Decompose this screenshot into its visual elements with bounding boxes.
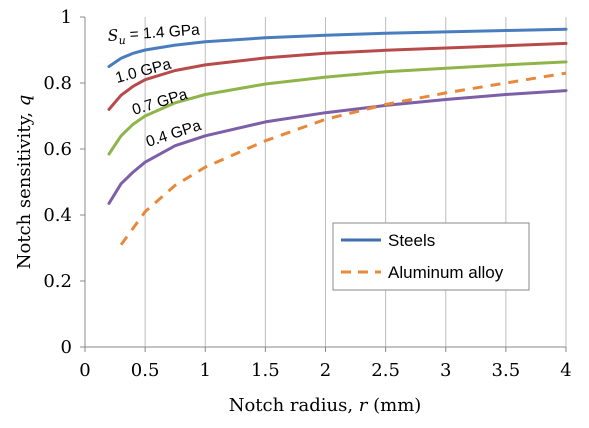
series-line-4 xyxy=(119,71,567,246)
x-tick-label: 1.5 xyxy=(251,360,280,381)
x-tick-label: 2.5 xyxy=(371,360,400,381)
y-tick-label: 0.4 xyxy=(43,205,72,226)
legend-label-steels: Steels xyxy=(388,231,435,250)
x-tick-label: 0 xyxy=(79,360,90,381)
x-tick-label: 3 xyxy=(440,360,451,381)
x-axis-title: Notch radius, r (mm) xyxy=(229,395,422,416)
y-tick-label: 0.6 xyxy=(43,139,72,160)
axes xyxy=(80,16,567,352)
curve-label-2: 0.7 GPa xyxy=(130,86,190,119)
series-line-1 xyxy=(107,41,568,111)
x-tick-label: 2 xyxy=(320,360,331,381)
series-line-2 xyxy=(107,60,568,156)
legend-label-aluminum: Aluminum alloy xyxy=(388,263,504,282)
y-tick-label: 0.8 xyxy=(43,73,72,94)
curve-label-0: Su = 1.4 GPa xyxy=(107,21,201,48)
y-tick-label: 0 xyxy=(61,337,72,358)
x-tick-label: 4 xyxy=(560,360,571,381)
legend-box xyxy=(332,222,530,291)
x-tick-label: 3.5 xyxy=(492,360,521,381)
y-tick-label: 0.2 xyxy=(43,271,72,292)
series-line-3 xyxy=(107,89,568,205)
series-lines xyxy=(107,27,568,246)
legend: Steels Aluminum alloy xyxy=(332,222,530,291)
x-tick-label: 1 xyxy=(200,360,211,381)
series-line-0 xyxy=(107,27,568,68)
y-tick-label: 1 xyxy=(61,7,72,28)
x-tick-label: 0.5 xyxy=(131,360,160,381)
tick-labels: 0 0.5 1 1.5 2 2.5 3 3.5 4 0 0.2 0.4 0.6 0.8 1 xyxy=(43,7,571,381)
y-axis-title: Notch sensitivity, q xyxy=(14,95,35,270)
